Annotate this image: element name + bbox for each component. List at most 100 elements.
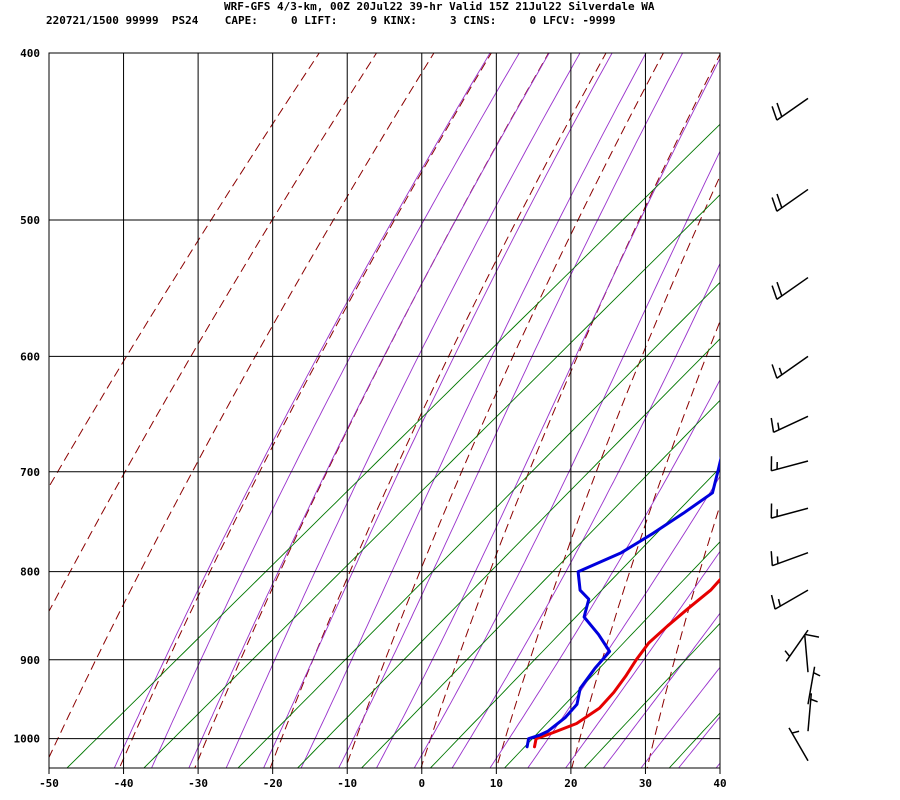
- temperature-label: 40: [713, 777, 726, 790]
- temperature-label: -10: [337, 777, 357, 790]
- dry-adiabat: [49, 53, 378, 613]
- barb-feather: [776, 102, 783, 117]
- temperature-axis-labels: -50 -40 -30 -20 -10 0 10 20 30 40: [39, 777, 727, 790]
- barb-feather: [776, 281, 783, 297]
- wind-barb: [807, 666, 821, 705]
- barb-staff: [776, 188, 809, 212]
- moist-adiabat: [715, 762, 720, 768]
- pressure-label: 900: [20, 654, 40, 667]
- barb-half-feather: [776, 556, 779, 564]
- barb-feather: [804, 633, 820, 638]
- moist-adiabat: [263, 53, 613, 768]
- barb-feather: [770, 417, 775, 433]
- mixing-ratio-line: [583, 622, 720, 768]
- pressure-label: 600: [20, 350, 40, 363]
- wind-barb: [770, 415, 809, 434]
- barb-staff: [803, 634, 809, 673]
- moist-adiabat: [640, 666, 720, 768]
- barb-half-feather: [813, 672, 821, 677]
- wind-barb: [771, 276, 809, 300]
- stability-indices: 220721/1500 99999 PS24 CAPE: 0 LIFT: 9 K…: [46, 14, 616, 27]
- mixing-ratio-line: [429, 467, 720, 768]
- barb-feather: [771, 364, 778, 379]
- dry-adiabat: [118, 53, 492, 768]
- temperature-label: 10: [490, 777, 503, 790]
- moist-adiabat: [527, 475, 720, 768]
- moist-adiabat: [451, 262, 720, 768]
- barb-staff: [776, 355, 809, 379]
- barb-half-feather: [777, 422, 780, 430]
- wind-barb: [770, 503, 809, 519]
- chart-title: WRF-GFS 4/3-km, 00Z 20Jul22 39-hr Valid …: [224, 0, 655, 13]
- barb-half-feather: [778, 367, 783, 376]
- moist-adiabat: [113, 53, 491, 768]
- barb-feather: [771, 197, 778, 212]
- barb-staff: [776, 276, 809, 300]
- moist-adiabat: [300, 53, 647, 768]
- mixing-ratio-line: [296, 338, 720, 768]
- barb-half-feather: [784, 650, 791, 657]
- wind-barb: [770, 589, 809, 610]
- dry-adiabat: [49, 53, 435, 759]
- wind-barbs: [770, 97, 821, 762]
- wind-barb: [770, 551, 809, 567]
- barb-feather: [770, 551, 774, 566]
- dry-adiabat: [796, 15, 900, 783]
- moist-adiabat: [602, 612, 720, 768]
- mixing-ratio-line: [503, 541, 720, 768]
- plot-area: [49, 53, 720, 768]
- pressure-label: 400: [20, 47, 40, 60]
- moist-adiabat: [489, 379, 720, 768]
- mixing-ratio-line: [143, 194, 720, 768]
- dry-adiabat: [571, 319, 720, 768]
- pressure-label: 1000: [14, 733, 41, 746]
- moist-adiabats: [113, 53, 720, 768]
- temperature-label: 20: [564, 777, 577, 790]
- barb-half-feather: [810, 698, 818, 703]
- moist-adiabat: [375, 57, 720, 768]
- moist-adiabat: [225, 53, 581, 768]
- moist-adiabat: [413, 150, 720, 768]
- barb-feather: [770, 594, 776, 610]
- pressure-label: 500: [20, 214, 40, 227]
- moist-adiabat: [565, 550, 720, 768]
- barb-half-feather: [791, 730, 800, 734]
- barb-feather: [771, 285, 778, 300]
- dewpoint-profile: [525, 456, 720, 749]
- wind-barb: [788, 727, 809, 762]
- mixing-ratio-line: [360, 399, 720, 768]
- pressure-label: 800: [20, 566, 40, 579]
- pressure-label: 700: [20, 466, 40, 479]
- mixing-ratio-line: [237, 281, 720, 768]
- barb-feather: [771, 106, 778, 121]
- dry-adiabat: [720, 15, 900, 783]
- wind-barb: [771, 97, 809, 121]
- temperature-profile: [533, 577, 720, 749]
- dry-adiabat: [420, 53, 720, 768]
- temperature-label: -20: [263, 777, 283, 790]
- barb-feather: [776, 193, 783, 209]
- barb-staff: [788, 727, 809, 762]
- barb-half-feather: [777, 598, 782, 607]
- moist-adiabat: [151, 53, 520, 768]
- barb-staff: [774, 589, 809, 610]
- wind-barb: [771, 188, 809, 212]
- wind-barb: [807, 693, 818, 732]
- dry-adiabat: [269, 53, 607, 768]
- moist-adiabat: [188, 53, 550, 768]
- mixing-ratio-lines: [66, 123, 720, 768]
- temperature-label: -40: [114, 777, 134, 790]
- wind-barb: [770, 456, 809, 472]
- dry-adiabat: [871, 15, 900, 783]
- wind-barb: [771, 355, 809, 379]
- pressure-axis-labels: 400 500 600 700 800 900 1000: [14, 47, 41, 746]
- temperature-label: 30: [639, 777, 652, 790]
- sounding-series: [525, 456, 720, 749]
- moist-adiabat: [338, 53, 684, 768]
- temperature-label: -50: [39, 777, 59, 790]
- barb-staff: [776, 97, 809, 121]
- temperature-label: 0: [418, 777, 425, 790]
- temperature-label: -30: [188, 777, 208, 790]
- header: WRF-GFS 4/3-km, 00Z 20Jul22 39-hr Valid …: [0, 0, 900, 34]
